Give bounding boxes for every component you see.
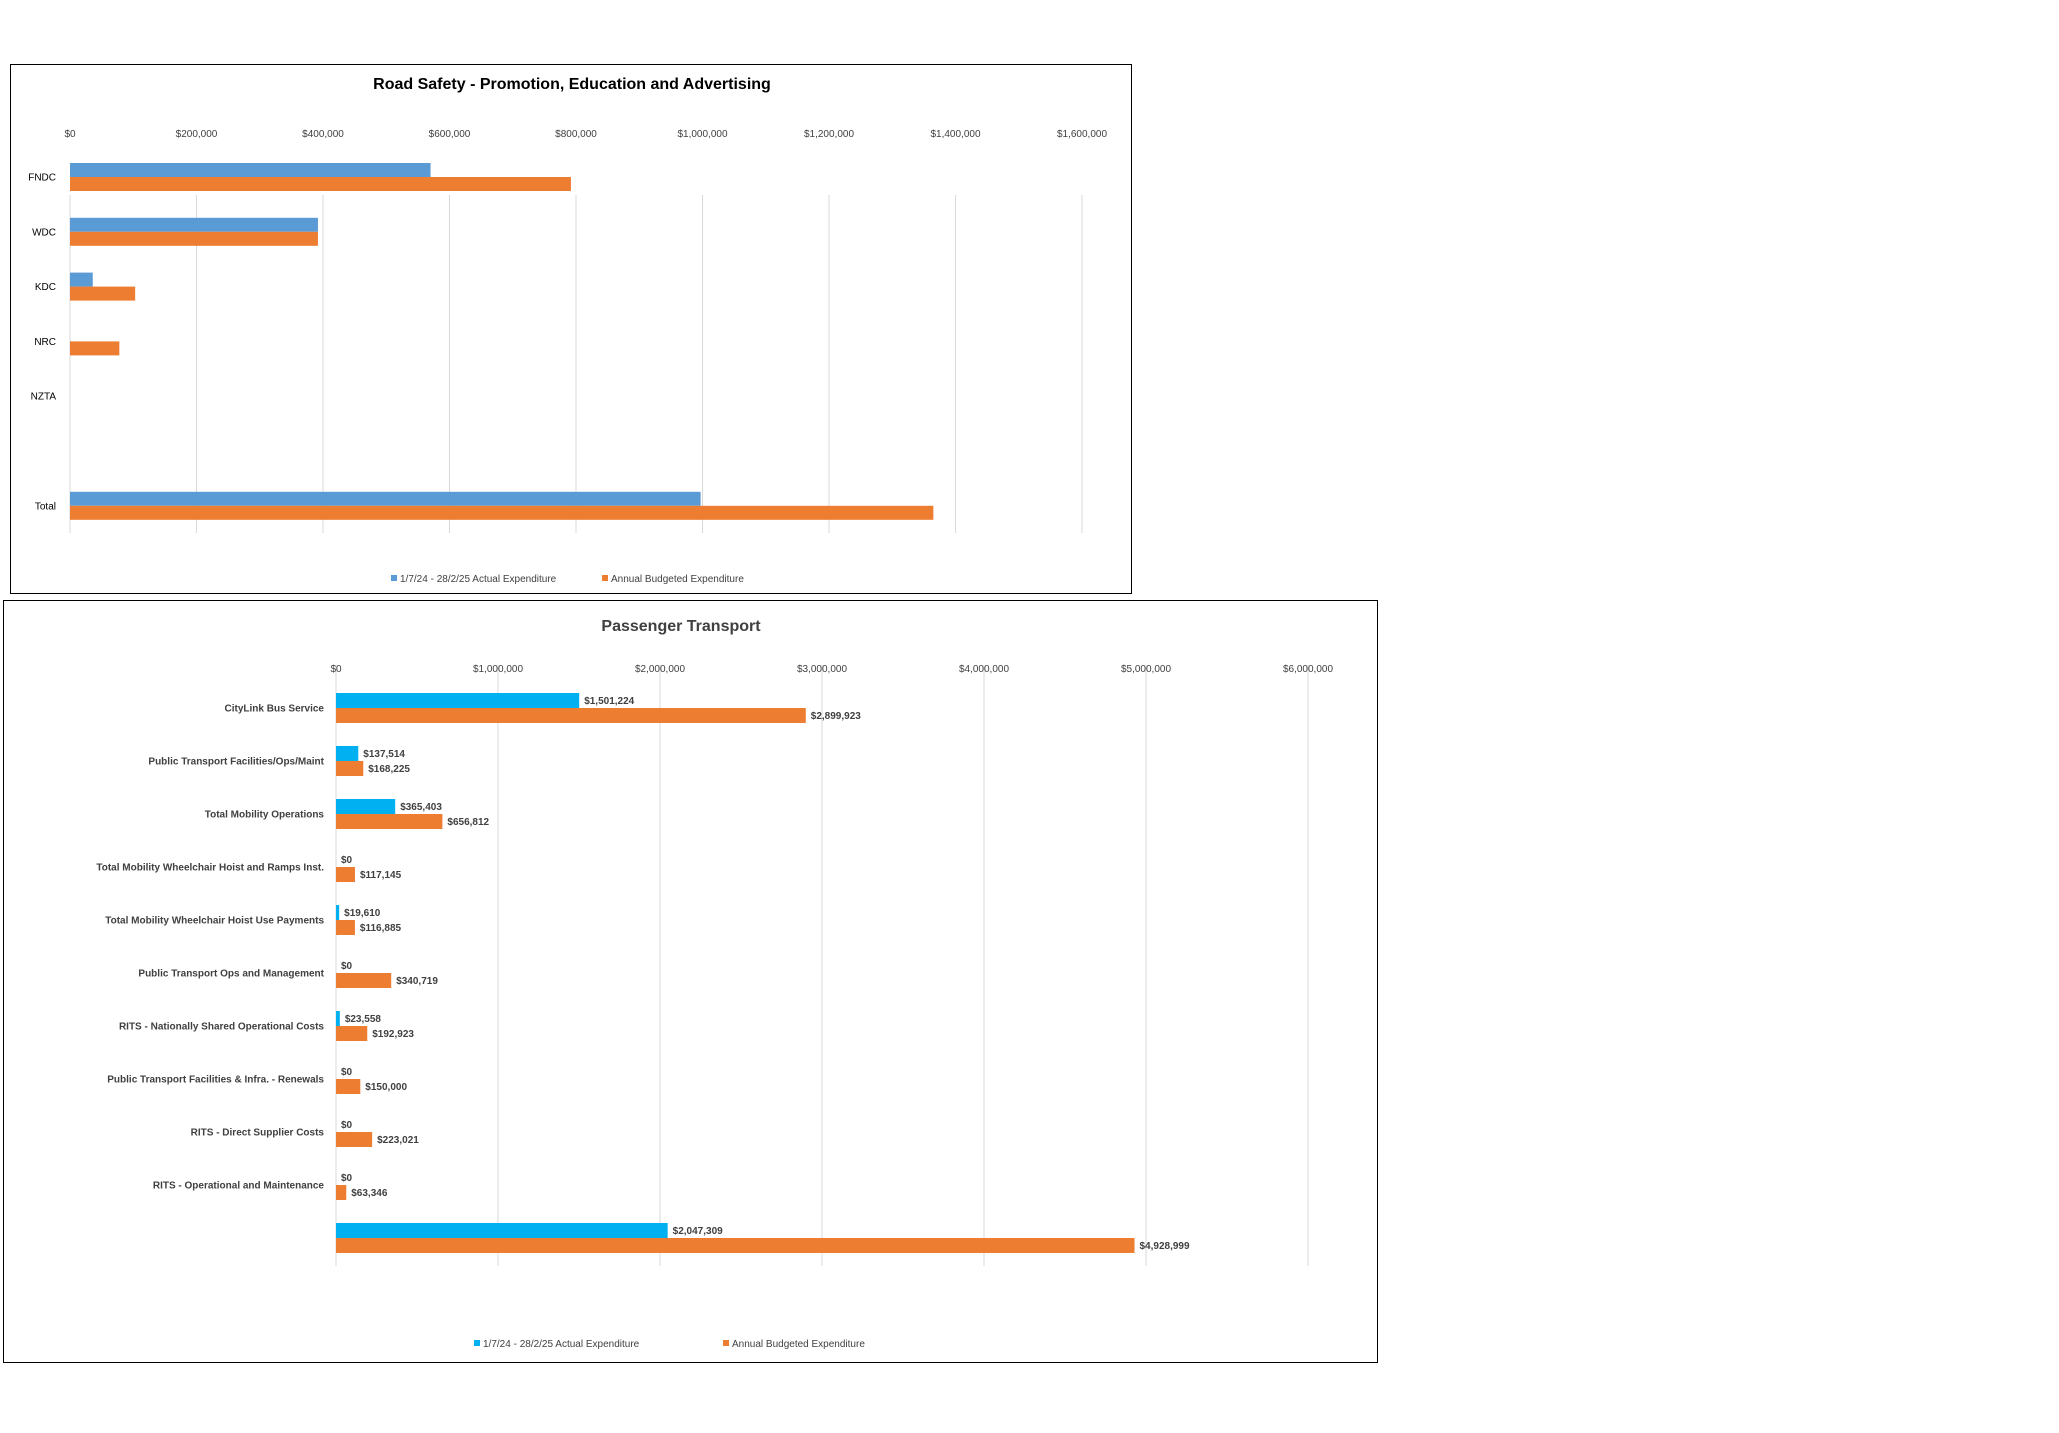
data-label: $116,885: [360, 923, 402, 934]
category-label: WDC: [32, 227, 56, 238]
actual-bar: [70, 272, 93, 287]
budget-bar: [336, 920, 355, 935]
actual-bar: [336, 1223, 668, 1238]
category-label: FNDC: [28, 173, 56, 184]
budget-bar: [336, 867, 355, 882]
category-label: RITS - Direct Supplier Costs: [191, 1128, 325, 1139]
budget-bar: [336, 1079, 361, 1094]
category-label: NZTA: [31, 392, 57, 403]
category-label: Public Transport Facilities & Infra. - R…: [107, 1075, 324, 1086]
budget-bar: [336, 1238, 1135, 1253]
data-label: $0: [341, 855, 353, 866]
category-label: RITS - Operational and Maintenance: [153, 1181, 325, 1192]
legend-label: 1/7/24 - 28/2/25 Actual Expenditure: [400, 574, 557, 585]
data-label: $0: [341, 961, 353, 972]
actual-bar: [70, 217, 318, 232]
category-label: RITS - Nationally Shared Operational Cos…: [119, 1022, 324, 1033]
budget-bar: [336, 1185, 347, 1200]
x-tick-label: $3,000,000: [797, 664, 847, 675]
legend-label: Annual Budgeted Expenditure: [732, 1339, 865, 1350]
actual-bar: [70, 163, 431, 177]
x-tick-label: $200,000: [176, 129, 218, 140]
category-label: NRC: [34, 337, 56, 348]
data-label: $2,899,923: [811, 711, 861, 722]
category-label: Public Transport Ops and Management: [138, 969, 324, 980]
category-label: Total Mobility Operations: [205, 810, 325, 821]
data-label: $63,346: [351, 1188, 388, 1199]
category-label: Total Mobility Wheelchair Hoist Use Paym…: [105, 916, 324, 927]
x-tick-label: $600,000: [429, 129, 471, 140]
data-label: $19,610: [344, 908, 381, 919]
legend-label: Annual Budgeted Expenditure: [611, 574, 744, 585]
budget-bar: [70, 505, 934, 520]
x-tick-label: $5,000,000: [1121, 664, 1171, 675]
x-tick-label: $1,000,000: [677, 129, 727, 140]
data-label: $0: [341, 1173, 353, 1184]
legend-swatch-budget: [602, 575, 608, 581]
data-label: $0: [341, 1067, 353, 1078]
passenger-transport-chart-svg: Passenger Transport $0 $1,000,000 $2,000,00…: [96, 618, 1333, 1350]
budget-bar: [70, 286, 136, 301]
passenger-transport-chart: Passenger Transport $0 $1,000,000 $2,000,00…: [3, 600, 1378, 1363]
actual-bar: [70, 491, 701, 506]
budget-bar: [336, 1026, 368, 1041]
road-safety-chart-svg: Road Safety - Promotion, Education and A…: [28, 76, 1107, 585]
data-label: $137,514: [363, 749, 405, 760]
legend-swatch-budget: [723, 1340, 729, 1346]
x-tick-label: $0: [330, 664, 342, 675]
x-tick-label: $0: [64, 129, 76, 140]
actual-bar: [336, 746, 359, 761]
budget-bar: [336, 761, 364, 776]
budget-bar: [336, 814, 443, 829]
x-tick-label: $1,200,000: [804, 129, 854, 140]
budget-bar: [336, 708, 806, 723]
chart-title: Road Safety - Promotion, Education and A…: [373, 76, 771, 93]
data-label: $192,923: [372, 1029, 414, 1040]
data-label: $223,021: [377, 1135, 419, 1146]
data-label: $340,719: [396, 976, 438, 987]
data-label: $117,145: [360, 870, 402, 881]
category-label: Total: [35, 501, 56, 512]
x-tick-label: $2,000,000: [635, 664, 685, 675]
x-tick-label: $400,000: [302, 129, 344, 140]
legend-swatch-actual: [391, 575, 397, 581]
budget-bar: [336, 973, 392, 988]
budget-bar: [70, 341, 120, 356]
data-label: $150,000: [365, 1082, 407, 1093]
category-label: Public Transport Facilities/Ops/Maint: [148, 757, 324, 768]
data-label: $2,047,309: [673, 1226, 723, 1237]
actual-bar: [336, 799, 396, 814]
road-safety-chart: Road Safety - Promotion, Education and A…: [10, 64, 1132, 594]
data-label: $168,225: [368, 764, 410, 775]
x-tick-label: $6,000,000: [1283, 664, 1333, 675]
budget-bar: [336, 1132, 373, 1147]
x-tick-label: $1,000,000: [473, 664, 523, 675]
data-label: $23,558: [345, 1014, 382, 1025]
legend-label: 1/7/24 - 28/2/25 Actual Expenditure: [483, 1339, 640, 1350]
x-tick-label: $4,000,000: [959, 664, 1009, 675]
chart-title: Passenger Transport: [601, 618, 761, 635]
category-label: KDC: [35, 282, 56, 293]
actual-bar: [336, 693, 580, 708]
data-label: $1,501,224: [584, 696, 634, 707]
category-label: Total Mobility Wheelchair Hoist and Ramp…: [96, 863, 324, 874]
budget-bar: [70, 231, 318, 246]
legend-swatch-actual: [474, 1340, 480, 1346]
data-label: $365,403: [400, 802, 442, 813]
data-label: $4,928,999: [1139, 1241, 1189, 1252]
x-tick-label: $1,600,000: [1057, 129, 1107, 140]
x-tick-label: $800,000: [555, 129, 597, 140]
data-label: $0: [341, 1120, 353, 1131]
actual-bar: [336, 905, 340, 920]
category-label: CityLink Bus Service: [225, 704, 325, 715]
x-tick-label: $1,400,000: [930, 129, 980, 140]
budget-bar: [70, 177, 571, 191]
actual-bar: [336, 1011, 340, 1026]
data-label: $656,812: [447, 817, 489, 828]
